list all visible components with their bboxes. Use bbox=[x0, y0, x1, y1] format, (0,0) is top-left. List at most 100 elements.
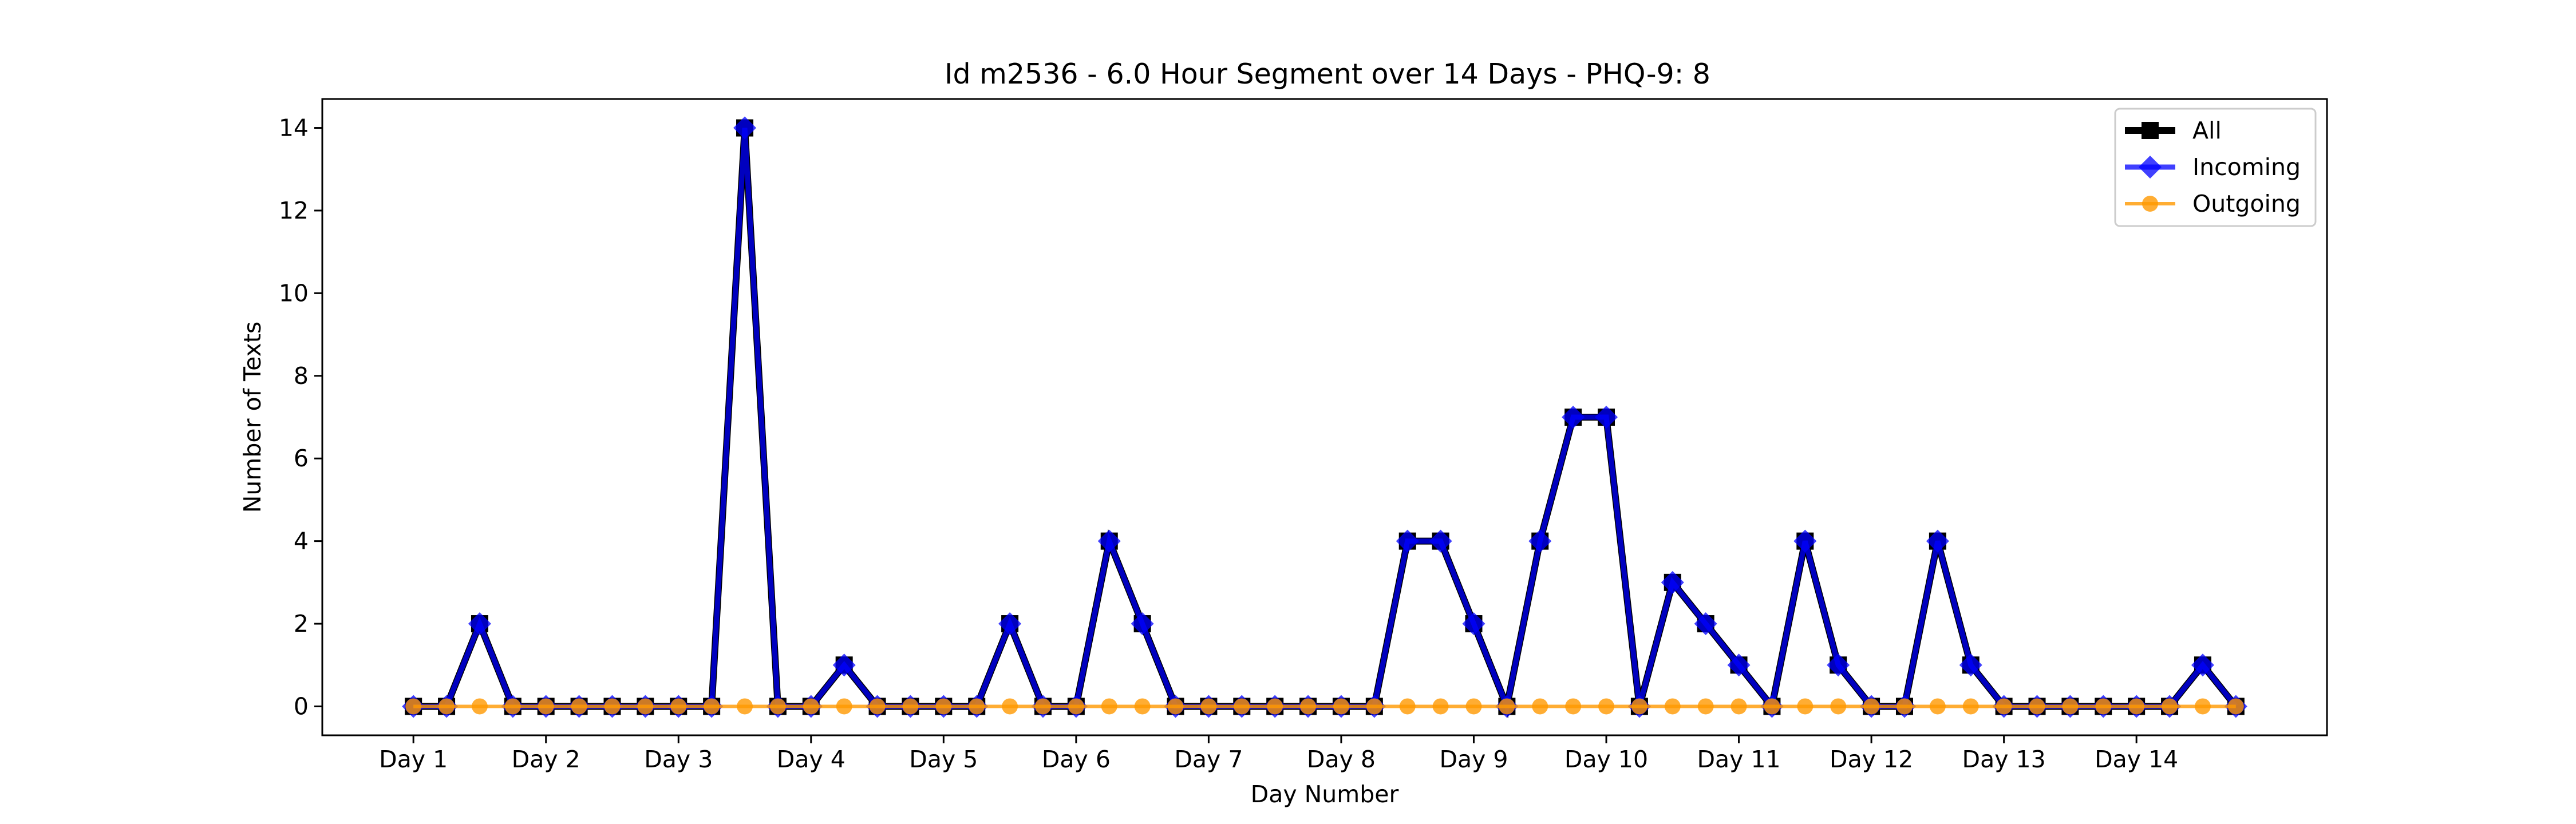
legend-entry-outgoing: Outgoing bbox=[2125, 190, 2301, 217]
data-point bbox=[468, 612, 491, 636]
y-tick-label: 14 bbox=[279, 114, 309, 142]
y-axis-label: Number of Texts bbox=[239, 322, 266, 513]
data-point bbox=[1764, 698, 1780, 715]
data-point bbox=[1661, 571, 1684, 594]
data-point bbox=[1562, 406, 1585, 429]
data-point bbox=[1598, 698, 1615, 715]
x-tick-label: Day 4 bbox=[777, 746, 846, 773]
data-point bbox=[1097, 529, 1121, 553]
x-tick-label: Day 11 bbox=[1697, 746, 1780, 773]
data-point bbox=[1167, 698, 1184, 715]
data-point bbox=[504, 698, 521, 715]
data-point bbox=[1333, 698, 1349, 715]
data-point bbox=[670, 698, 687, 715]
legend-swatch-marker bbox=[2142, 196, 2158, 212]
x-tick-label: Day 12 bbox=[1830, 746, 1913, 773]
x-tick-label: Day 13 bbox=[1962, 746, 2046, 773]
data-point bbox=[1465, 698, 1482, 715]
data-point bbox=[704, 698, 720, 715]
data-point bbox=[1300, 698, 1317, 715]
data-point bbox=[1697, 698, 1714, 715]
data-point bbox=[2029, 698, 2045, 715]
data-point bbox=[2062, 698, 2079, 715]
data-point bbox=[1962, 698, 1979, 715]
data-point bbox=[969, 698, 985, 715]
data-point bbox=[1694, 612, 1717, 636]
data-point bbox=[869, 698, 886, 715]
data-point bbox=[405, 698, 422, 715]
data-point bbox=[1396, 529, 1419, 553]
data-point bbox=[902, 698, 919, 715]
data-point bbox=[2162, 698, 2178, 715]
data-point bbox=[1462, 612, 1485, 636]
data-point bbox=[1366, 698, 1382, 715]
data-point bbox=[571, 698, 587, 715]
legend-entry-all: All bbox=[2125, 117, 2222, 144]
x-tick-label: Day 8 bbox=[1307, 746, 1376, 773]
x-axis-label: Day Number bbox=[1251, 781, 1399, 808]
y-tick-label: 6 bbox=[294, 445, 309, 472]
data-point bbox=[1827, 653, 1850, 677]
data-point bbox=[1896, 698, 1913, 715]
data-point bbox=[1631, 698, 1647, 715]
legend-swatch-marker bbox=[2142, 122, 2159, 139]
x-tick-label: Day 1 bbox=[379, 746, 448, 773]
data-point bbox=[538, 698, 554, 715]
data-point bbox=[1234, 698, 1250, 715]
data-point bbox=[2227, 698, 2244, 715]
data-point bbox=[1499, 698, 1515, 715]
data-point bbox=[1131, 612, 1154, 636]
legend-swatch-marker bbox=[2139, 156, 2162, 179]
data-point bbox=[737, 698, 753, 715]
series-outgoing bbox=[405, 698, 2244, 715]
data-point bbox=[1399, 698, 1416, 715]
y-tick-label: 8 bbox=[294, 362, 309, 390]
data-point bbox=[438, 698, 455, 715]
data-point bbox=[604, 698, 621, 715]
y-axis: 0 2 4 6 8 10 12 14 bbox=[279, 114, 322, 720]
x-tick-label: Day 6 bbox=[1042, 746, 1111, 773]
y-tick-label: 12 bbox=[279, 197, 309, 224]
data-point bbox=[769, 698, 786, 715]
data-point bbox=[1432, 698, 1449, 715]
legend-label: Incoming bbox=[2192, 153, 2301, 181]
data-point bbox=[1797, 698, 1814, 715]
data-point bbox=[1830, 698, 1847, 715]
data-point bbox=[1863, 698, 1880, 715]
data-point bbox=[2128, 698, 2145, 715]
data-point bbox=[733, 116, 757, 140]
x-tick-label: Day 9 bbox=[1439, 746, 1508, 773]
data-point bbox=[935, 698, 952, 715]
data-point bbox=[2194, 698, 2211, 715]
data-point bbox=[2095, 698, 2112, 715]
data-point bbox=[1101, 698, 1117, 715]
data-point bbox=[2191, 653, 2214, 677]
x-tick-label: Day 2 bbox=[512, 746, 580, 773]
data-point bbox=[1959, 653, 1982, 677]
data-point bbox=[998, 612, 1022, 636]
data-point bbox=[1664, 698, 1681, 715]
plot-area bbox=[402, 116, 2247, 719]
legend-label: Outgoing bbox=[2192, 190, 2301, 217]
data-point bbox=[1926, 529, 1949, 553]
data-point bbox=[1727, 653, 1751, 677]
y-tick-label: 2 bbox=[294, 610, 309, 637]
data-point bbox=[1134, 698, 1151, 715]
y-tick-label: 10 bbox=[279, 279, 309, 307]
data-point bbox=[1200, 698, 1217, 715]
data-point bbox=[1996, 698, 2012, 715]
data-point bbox=[1002, 698, 1018, 715]
data-point bbox=[1068, 698, 1084, 715]
legend-entry-incoming: Incoming bbox=[2125, 153, 2301, 181]
data-point bbox=[1793, 529, 1817, 553]
legend-label: All bbox=[2192, 117, 2222, 144]
x-axis: Day 1 Day 2 Day 3 Day 4 Day 5 Day 6 Day 7 Day 8… bbox=[379, 735, 2178, 773]
y-tick-label: 4 bbox=[294, 528, 309, 555]
data-point bbox=[637, 698, 654, 715]
data-point bbox=[1929, 698, 1946, 715]
data-point bbox=[1034, 698, 1051, 715]
x-tick-label: Day 5 bbox=[909, 746, 978, 773]
data-point bbox=[1565, 698, 1582, 715]
x-tick-label: Day 14 bbox=[2095, 746, 2178, 773]
